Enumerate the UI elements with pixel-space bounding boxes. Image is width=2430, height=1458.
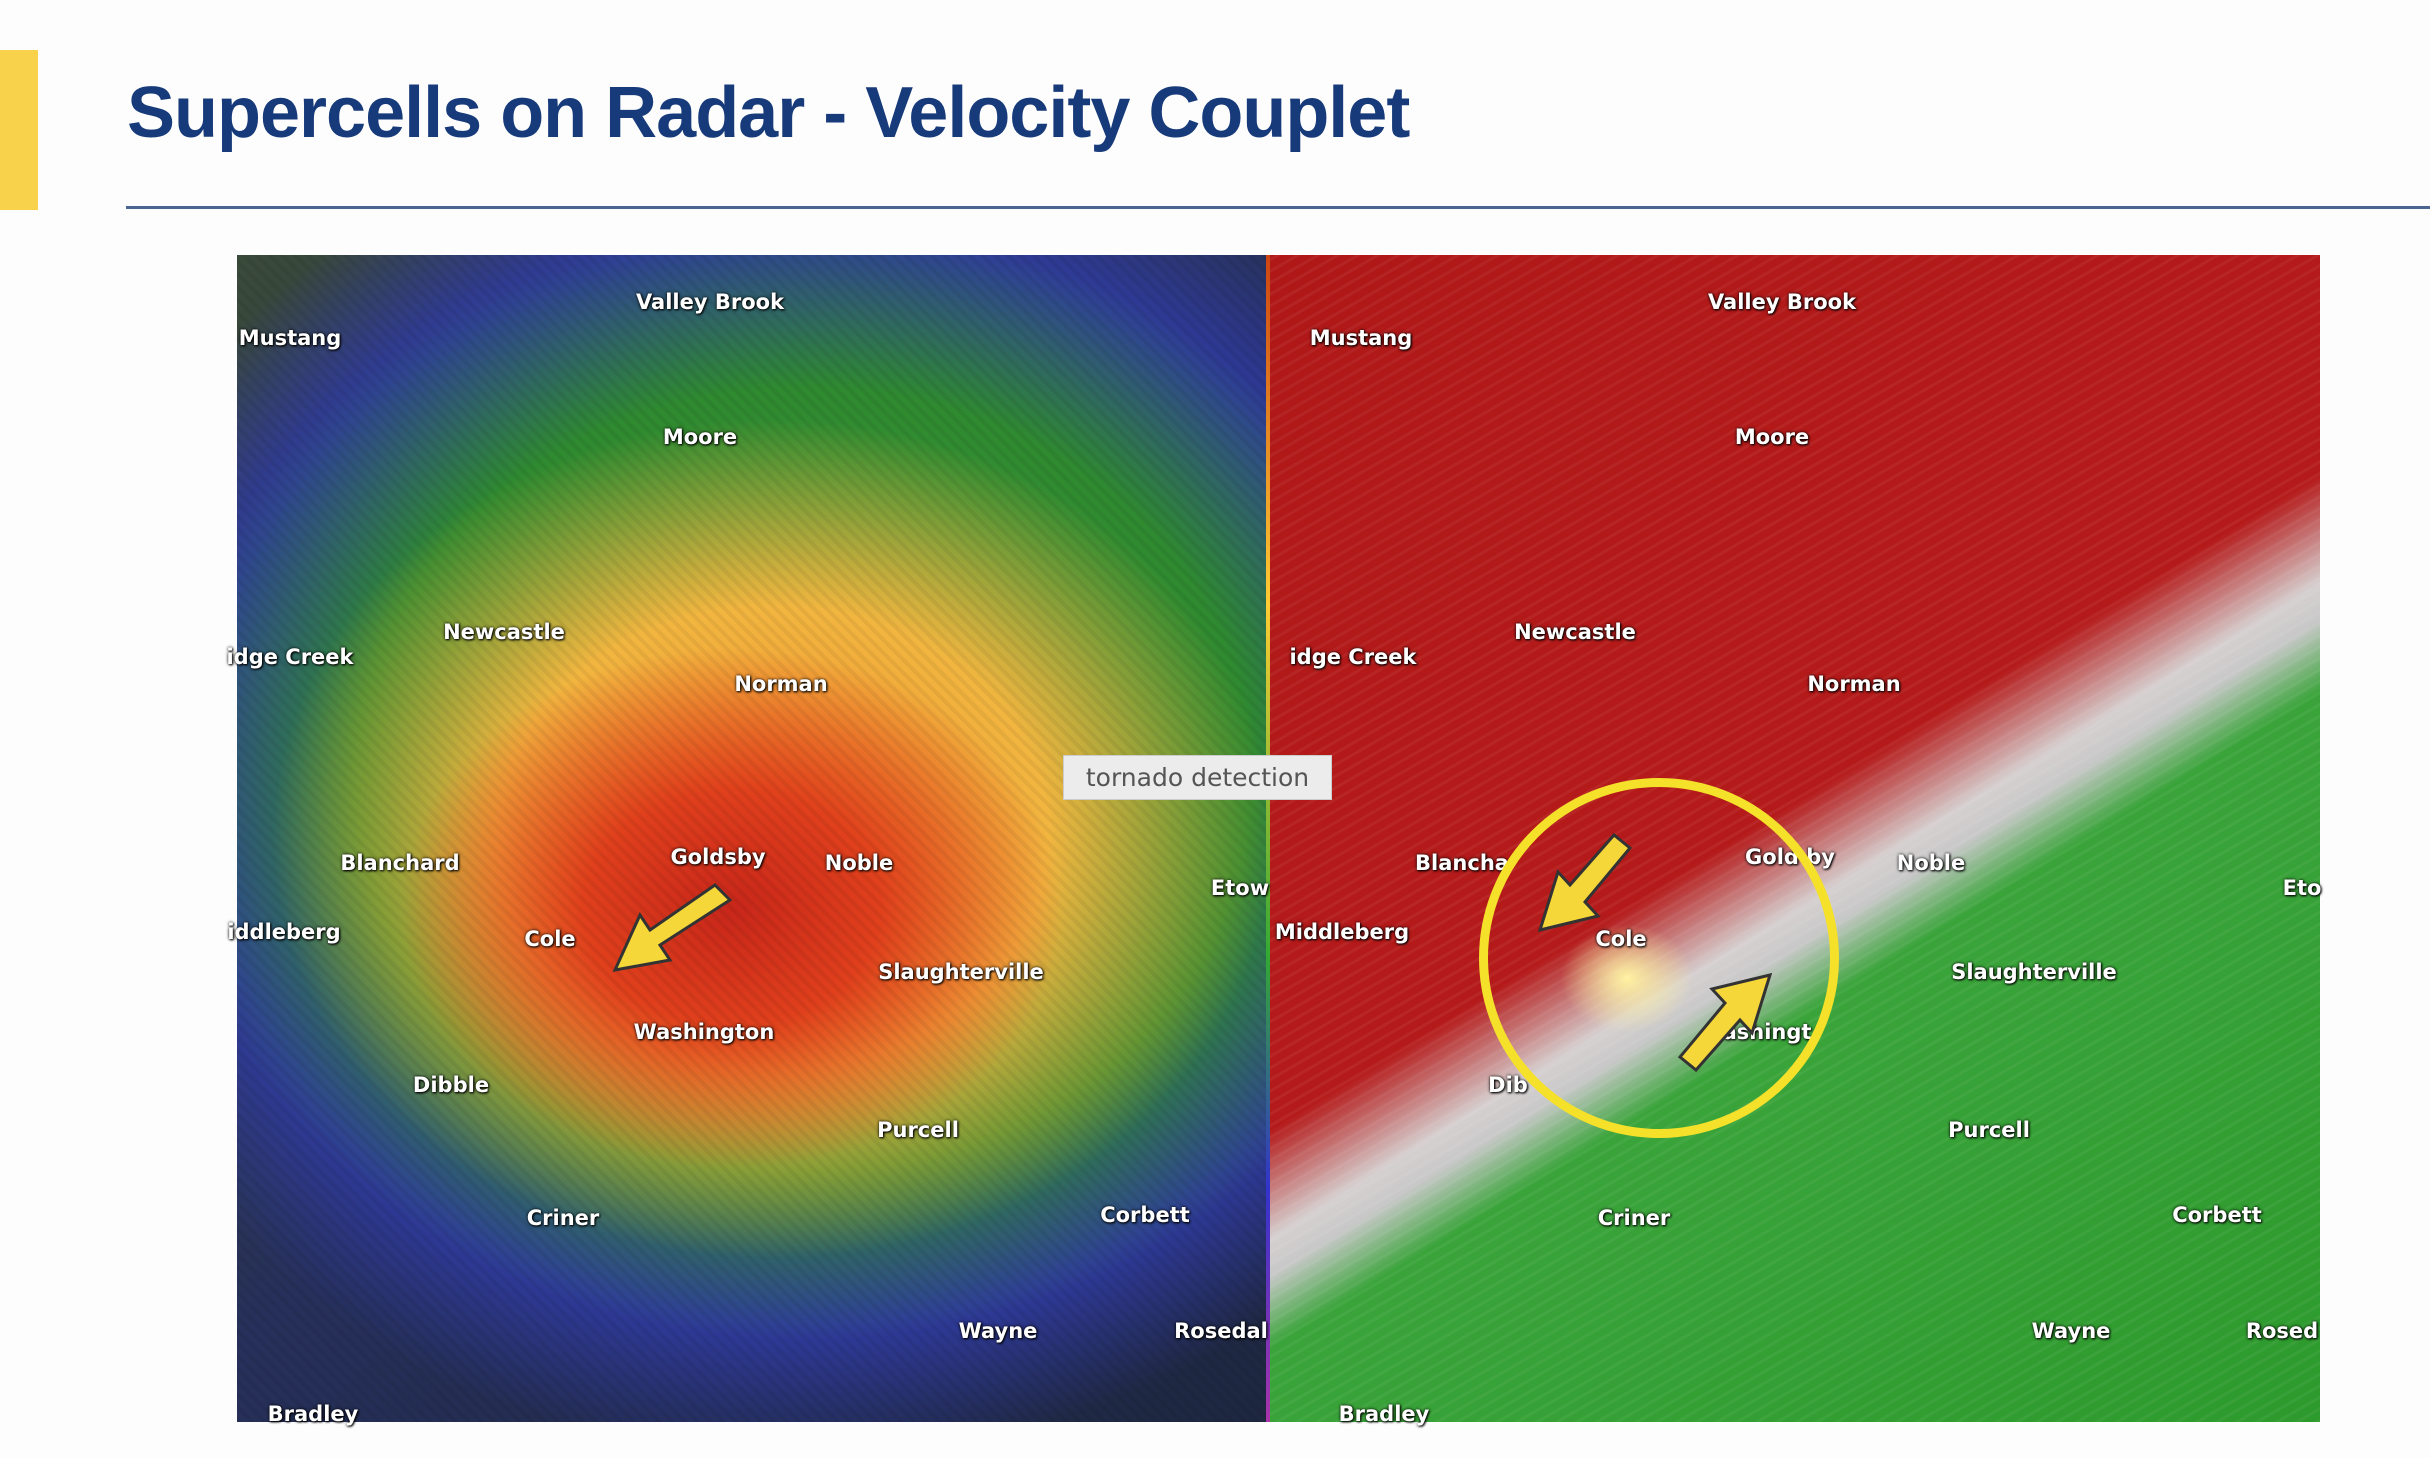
- map-town-label: Purcell: [877, 1118, 959, 1142]
- map-town-label: Valley Brook: [1707, 290, 1857, 314]
- map-town-label: Washington: [633, 1020, 775, 1044]
- map-town-label: Noble: [824, 851, 894, 875]
- map-town-label: Moore: [1734, 425, 1810, 449]
- map-town-label: Norman: [1807, 672, 1901, 696]
- map-town-label: Corbett: [2172, 1203, 2262, 1227]
- map-town-label: Blancha: [1415, 851, 1509, 875]
- map-town-label: Eto: [2282, 876, 2322, 900]
- map-town-label: Dibble: [412, 1073, 490, 1097]
- panel-divider: [1266, 255, 1271, 1422]
- map-town-label: Cole: [524, 927, 576, 951]
- map-town-label: Mustang: [1309, 326, 1413, 350]
- map-town-label: Norman: [734, 672, 828, 696]
- map-town-label: Rosedal: [1174, 1319, 1268, 1343]
- map-town-label: Noble: [1896, 851, 1966, 875]
- map-town-label: Etow: [1210, 876, 1270, 900]
- map-town-label: idge Creek: [226, 645, 354, 669]
- map-town-label: Newcastle: [1514, 620, 1636, 644]
- map-town-label: Goldsby: [670, 845, 766, 869]
- map-town-label: Newcastle: [443, 620, 565, 644]
- map-town-label: iddleberg: [227, 920, 341, 944]
- map-town-label: Rosed: [2245, 1319, 2319, 1343]
- map-town-label: Bradley: [1338, 1402, 1430, 1426]
- tornado-detection-tooltip: tornado detection: [1063, 755, 1332, 800]
- map-town-label: Criner: [1597, 1206, 1671, 1230]
- title-divider: [126, 206, 2430, 209]
- map-town-label: Middleberg: [1274, 920, 1410, 944]
- map-town-label: Blanchard: [340, 851, 460, 875]
- map-town-label: Purcell: [1948, 1118, 2030, 1142]
- arrow-icon: [612, 883, 733, 972]
- accent-bar: [0, 50, 38, 210]
- map-town-label: Slaughterville: [1951, 960, 2117, 984]
- map-town-label: Bradley: [267, 1402, 359, 1426]
- map-town-label: Valley Brook: [635, 290, 785, 314]
- slide-title: Supercells on Radar - Velocity Couplet: [127, 73, 1410, 153]
- map-town-label: Criner: [526, 1206, 600, 1230]
- map-town-label: Corbett: [1100, 1203, 1190, 1227]
- map-town-label: Moore: [662, 425, 738, 449]
- reflectivity-radar-image: [237, 255, 1267, 1422]
- map-town-label: Wayne: [2031, 1319, 2111, 1343]
- arrow-icon: [1537, 832, 1633, 933]
- map-town-label: Wayne: [958, 1319, 1038, 1343]
- arrow-icon: [1677, 972, 1773, 1073]
- map-town-label: Slaughterville: [878, 960, 1044, 984]
- map-town-label: Dib: [1488, 1073, 1528, 1097]
- map-town-label: idge Creek: [1289, 645, 1417, 669]
- velocity-radar-image: [1270, 255, 2320, 1422]
- couplet-highlight-circle: [1479, 778, 1839, 1138]
- map-town-label: Mustang: [238, 326, 342, 350]
